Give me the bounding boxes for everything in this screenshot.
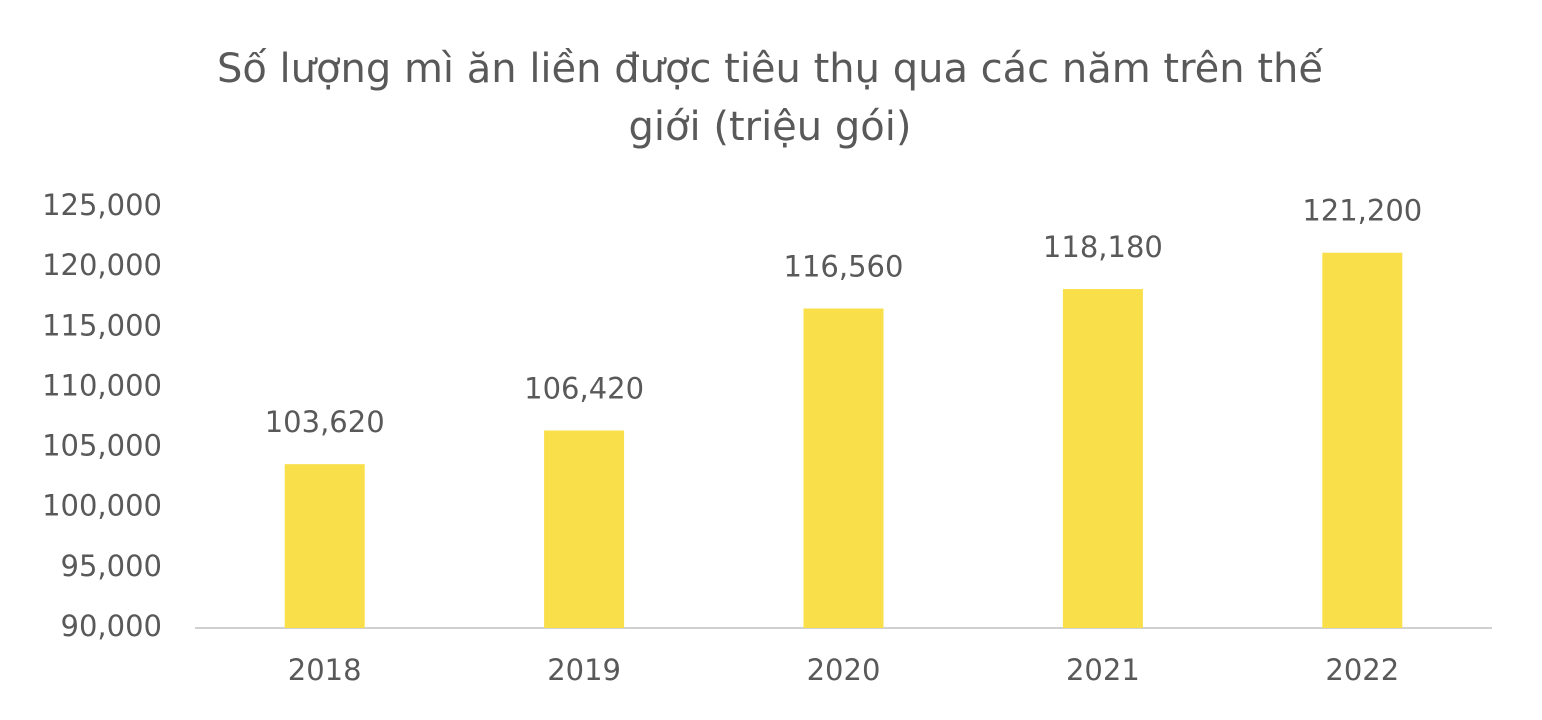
bar <box>1322 252 1403 629</box>
y-tick-label: 120,000 <box>42 248 162 282</box>
data-label: 106,420 <box>524 371 644 405</box>
x-tick-label: 2020 <box>807 653 881 687</box>
y-tick-label: 105,000 <box>42 429 162 463</box>
bar <box>284 464 365 628</box>
y-tick-label: 125,000 <box>42 188 162 222</box>
data-label: 116,560 <box>784 250 904 284</box>
bar <box>544 430 625 628</box>
y-tick-label: 90,000 <box>61 609 162 643</box>
data-label: 103,620 <box>265 405 385 439</box>
y-tick-label: 95,000 <box>61 549 162 583</box>
x-tick-label: 2018 <box>288 653 362 687</box>
bar <box>803 308 884 628</box>
x-tick-label: 2022 <box>1325 653 1399 687</box>
data-label: 121,200 <box>1302 194 1422 228</box>
chart-title: Số lượng mì ăn liền được tiêu thụ qua cá… <box>216 46 1324 150</box>
y-tick-label: 100,000 <box>42 489 162 523</box>
x-tick-label: 2021 <box>1066 653 1140 687</box>
bar <box>1062 289 1143 628</box>
y-tick-label: 115,000 <box>42 308 162 342</box>
x-tick-label: 2019 <box>547 653 621 687</box>
data-label: 118,180 <box>1043 230 1163 264</box>
y-tick-label: 110,000 <box>42 368 162 402</box>
